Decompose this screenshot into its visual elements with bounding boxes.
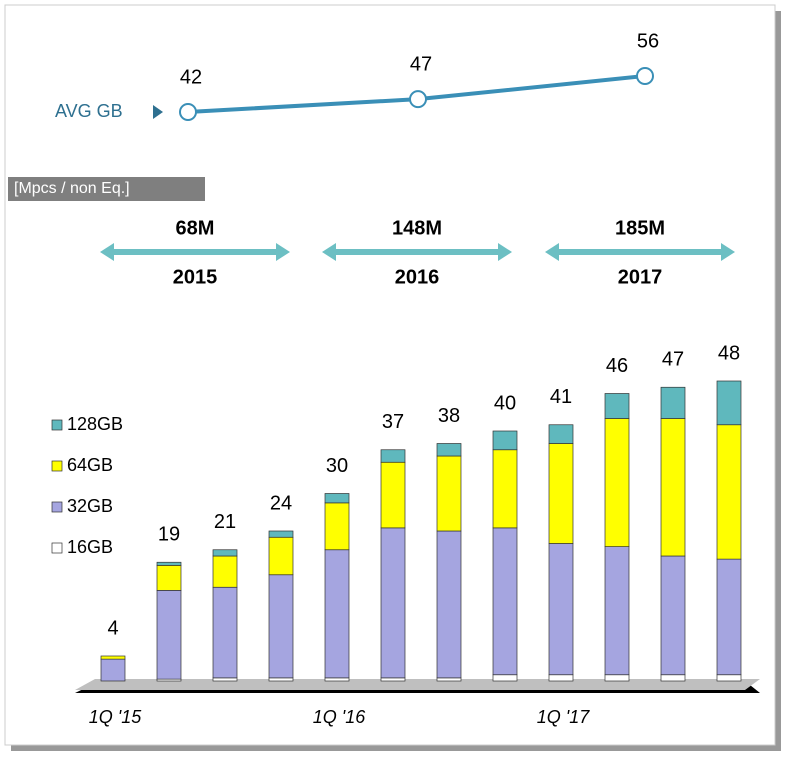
bar-segment — [660, 386, 686, 419]
bar-segment — [380, 527, 406, 679]
bar-segment — [548, 674, 574, 682]
value-label: 56 — [637, 30, 659, 52]
bar-segment — [156, 565, 182, 591]
total-label: 4 — [107, 617, 118, 639]
period-total: 148M — [392, 217, 442, 239]
bar-segment — [100, 655, 126, 660]
bar-segment — [660, 418, 686, 557]
total-label: 24 — [270, 492, 292, 514]
marker — [636, 67, 654, 85]
arrowhead — [322, 243, 336, 261]
arrowhead — [721, 243, 735, 261]
bar-segment — [212, 677, 238, 682]
bar-segment — [380, 461, 406, 529]
total-label: 48 — [718, 342, 740, 364]
pointer — [153, 105, 163, 119]
bar-segment — [492, 449, 518, 529]
bar-segment — [660, 555, 686, 676]
bar-segment — [604, 546, 630, 676]
legend-label: 128GB — [67, 414, 123, 434]
total-label: 46 — [606, 355, 628, 377]
total-label: 30 — [326, 455, 348, 477]
period-year: 2016 — [395, 266, 440, 288]
total-label: 40 — [494, 392, 516, 414]
bar-segment — [380, 677, 406, 682]
bar-segment — [716, 424, 742, 560]
period-year: 2017 — [618, 266, 663, 288]
bar-segment — [548, 443, 574, 544]
total-label: 19 — [158, 524, 180, 546]
bar-segment — [380, 449, 406, 463]
bar-segment — [324, 549, 350, 679]
legend-swatch — [51, 419, 63, 431]
total-label: 47 — [662, 349, 684, 371]
bar-segment — [604, 418, 630, 547]
bar-segment — [324, 493, 350, 504]
marker — [179, 103, 197, 121]
value-label: 42 — [180, 66, 202, 88]
value-label: 47 — [410, 53, 432, 75]
bar-segment — [716, 674, 742, 682]
x-tick-label: 1Q '15 — [89, 707, 142, 727]
bar-segment — [212, 586, 238, 679]
legend-swatch — [51, 542, 63, 554]
marker — [409, 90, 427, 109]
legend-label: 64GB — [67, 455, 113, 475]
unit-box — [8, 177, 205, 201]
bar-segment — [268, 530, 294, 538]
bar-segment — [268, 574, 294, 679]
bar-segment — [604, 674, 630, 682]
legend-label: 32GB — [67, 496, 113, 516]
bar-segment — [156, 561, 182, 566]
bar-segment — [156, 590, 182, 680]
unit-label: [Mpcs / non Eq.] — [14, 180, 130, 197]
bar-segment — [324, 502, 350, 551]
total-label: 37 — [382, 411, 404, 433]
period-total: 185M — [615, 217, 665, 239]
arrowhead — [498, 243, 512, 261]
bar-segment — [716, 558, 742, 676]
arrowhead — [100, 243, 114, 261]
period-year: 2015 — [173, 266, 218, 288]
legend-label: 16GB — [67, 537, 113, 557]
bar-segment — [548, 424, 574, 444]
bar-segment — [436, 677, 462, 682]
bar-segment — [548, 543, 574, 676]
legend-swatch — [51, 501, 63, 513]
total-label: 21 — [214, 511, 236, 533]
line-label: AVG GB — [55, 101, 123, 121]
bar-segment — [268, 677, 294, 682]
bar-segment — [436, 530, 462, 679]
bar-segment — [436, 455, 462, 532]
bar-segment — [604, 393, 630, 419]
bar-segment — [436, 443, 462, 457]
legend-swatch — [51, 460, 63, 472]
total-label: 38 — [438, 405, 460, 427]
platform — [75, 679, 760, 690]
arrowhead — [276, 243, 290, 261]
bar-segment — [660, 674, 686, 682]
period-total: 68M — [176, 217, 215, 239]
bar-segment — [492, 674, 518, 682]
x-tick-label: 1Q '17 — [537, 707, 590, 727]
arrowhead — [545, 243, 559, 261]
bar-segment — [492, 527, 518, 676]
bar-segment — [268, 536, 294, 576]
bar-segment — [492, 430, 518, 451]
total-label: 41 — [550, 386, 572, 408]
bar-segment — [324, 677, 350, 682]
x-tick-label: 1Q '16 — [313, 707, 366, 727]
bar-segment — [212, 549, 238, 557]
bar-segment — [100, 658, 126, 682]
bar-segment — [212, 555, 238, 588]
bar-segment — [716, 380, 742, 426]
